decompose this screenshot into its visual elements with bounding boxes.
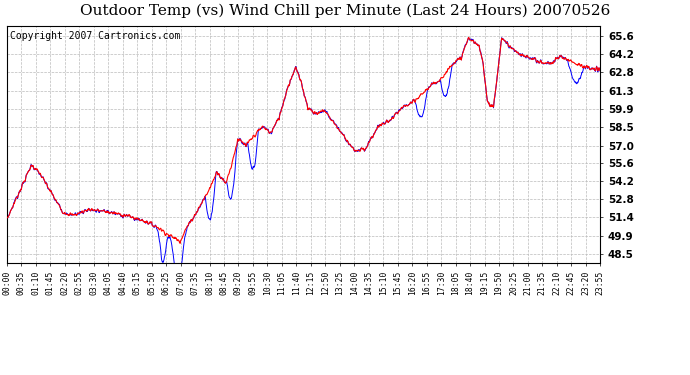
Text: Outdoor Temp (vs) Wind Chill per Minute (Last 24 Hours) 20070526: Outdoor Temp (vs) Wind Chill per Minute … [80,4,610,18]
Text: Copyright 2007 Cartronics.com: Copyright 2007 Cartronics.com [10,31,180,41]
